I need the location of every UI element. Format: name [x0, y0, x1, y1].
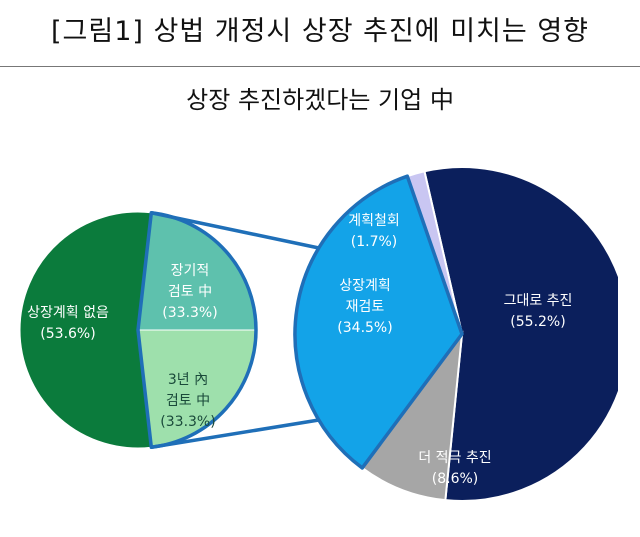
slice-withdraw-label: 계획철회 (1.7%)	[348, 213, 400, 250]
slice-more-active-label-line: 더 적극 추진	[418, 450, 491, 466]
expansion-connectors	[150, 211, 320, 449]
slice-reconsider-label-line: 재검토	[346, 299, 385, 315]
connector-top	[150, 211, 320, 250]
chart-subtitle: 상장 추진하겠다는 기업 中	[186, 86, 454, 114]
slice-proceed-as-is-label-line: (55.2%)	[510, 314, 565, 330]
slice-reconsider-label-line: (34.5%)	[337, 320, 392, 336]
title-divider	[0, 66, 640, 67]
slice-reconsider-label-line: 상장계획	[339, 278, 391, 294]
expanded-portion-outline	[136, 211, 258, 449]
slice-more-active-label-line: (8.6%)	[432, 471, 479, 487]
slice-3yr-review-label-line: 검토 中	[166, 393, 210, 409]
slice-long-term-review-label-line: 장기적	[171, 263, 210, 279]
slice-3yr-review-label: 3년 內 검토 中 (33.3%)	[160, 372, 215, 430]
slice-3yr-review-label-line: (33.3%)	[160, 414, 215, 430]
reconsider-slice-outline	[293, 174, 464, 470]
slice-no-plan-label: 상장계획 없음 (53.6%)	[27, 305, 109, 342]
slice-withdraw-label-line: 계획철회	[348, 213, 400, 229]
slice-more-active-label: 더 적극 추진 (8.6%)	[418, 450, 491, 487]
slice-no-plan-label-line: 상장계획 없음	[27, 305, 109, 321]
slice-withdraw-label-line: (1.7%)	[351, 234, 398, 250]
slice-long-term-review-label-line: (33.3%)	[162, 305, 217, 321]
slice-no-plan-label-line: (53.6%)	[40, 326, 95, 342]
right-pie	[293, 166, 618, 502]
slice-proceed-as-is	[423, 166, 618, 502]
slice-proceed-as-is-label: 그대로 추진 (55.2%)	[504, 293, 573, 330]
connector-bottom	[151, 418, 320, 449]
slice-3yr-review-label-line: 3년 內	[168, 372, 208, 388]
slice-proceed-as-is-label-line: 그대로 추진	[504, 293, 573, 309]
slice-long-term-review-label-line: 검토 中	[168, 284, 212, 300]
figure-title: [그림1] 상법 개정시 상장 추진에 미치는 영향	[50, 15, 590, 47]
left-pie	[19, 211, 258, 449]
slice-no-plan	[19, 211, 152, 449]
